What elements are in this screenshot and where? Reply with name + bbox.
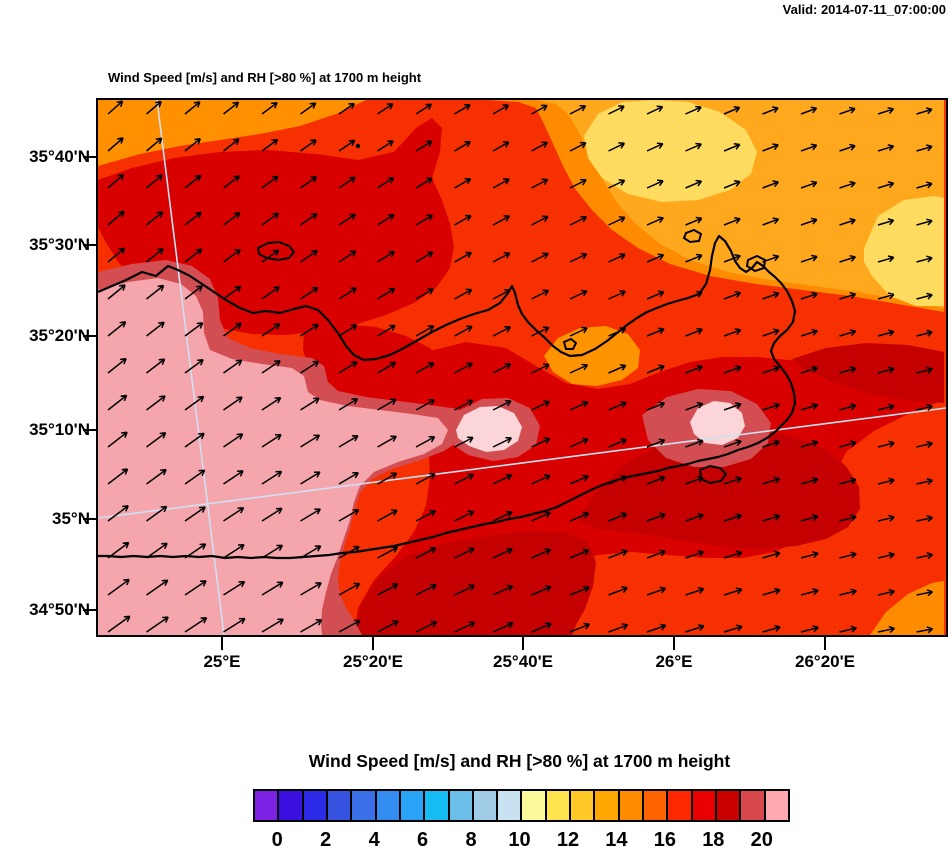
colorbar-cell: [471, 791, 497, 820]
colorbar-cell: [690, 791, 715, 820]
lon-tick-label: 25°E: [203, 652, 241, 671]
colorbar-cell: [374, 791, 399, 820]
contour-darkest-east-band: [792, 343, 944, 403]
contour-orange-top-left: [98, 100, 366, 166]
colorbar-cell: [277, 791, 302, 820]
colorbar-tick-label: 14: [605, 829, 628, 851]
colorbar-cell: [569, 791, 594, 820]
colorbar-tick-label: 6: [417, 829, 429, 851]
colorbar-cell: [325, 791, 351, 820]
lon-tick-label: 25°40'E: [493, 652, 553, 671]
colorbar-cell: [593, 791, 618, 820]
lat-tick-label: 35°10'N: [29, 420, 90, 439]
weather-map: [98, 100, 946, 635]
lat-tick: [83, 609, 97, 611]
colorbar-cell: [544, 791, 570, 820]
colorbar-cell: [642, 791, 667, 820]
colorbar-cell: [301, 791, 326, 820]
lon-tick-label: 26°E: [655, 652, 693, 671]
lat-tick: [83, 244, 97, 246]
lat-tick: [83, 518, 97, 520]
colorbar-cell: [255, 791, 278, 820]
coastline-northeast-islet-2: [745, 254, 767, 273]
contour-darkest-south: [356, 531, 596, 635]
colorbar-tick-label: 2: [320, 829, 332, 851]
map-frame: [96, 98, 948, 637]
colorbar-cell: [714, 791, 740, 820]
colorbar-tick-label: 18: [702, 829, 725, 851]
colorbar-cell: [763, 791, 788, 820]
valid-timestamp: Valid: 2014-07-11_07:00:00: [782, 2, 946, 17]
contour-yellow-patch-north: [584, 100, 757, 202]
coastline-mirabello-islet: [562, 337, 578, 350]
lat-tick: [83, 335, 97, 337]
colorbar-cell: [666, 791, 691, 820]
contour-lightpink-spot-east: [690, 401, 745, 445]
colorbar-title: Wind Speed [m/s] and RH [>80 %] at 1700 …: [308, 751, 731, 771]
coastline-northeast-islet-1: [682, 228, 703, 244]
lat-tick: [83, 156, 97, 158]
lat-tick-label: 35°20'N: [29, 326, 90, 345]
lon-tick-label: 25°20'E: [343, 652, 403, 671]
map-dot: [355, 143, 361, 149]
colorbar-tick-label: 8: [465, 829, 477, 851]
colorbar-tick-label: 4: [368, 829, 380, 851]
lon-tick: [522, 636, 524, 650]
colorbar-cell: [617, 791, 642, 820]
lon-tick: [824, 636, 826, 650]
contour-pink-region: [98, 278, 448, 635]
colorbar-cell: [739, 791, 764, 820]
colorbar-cell: [447, 791, 472, 820]
lon-tick: [673, 636, 675, 650]
colorbar-tick-label: 12: [556, 829, 580, 851]
graticule-meridian: [156, 100, 225, 635]
lat-tick-label: 34°50'N: [29, 600, 90, 619]
lon-tick: [221, 636, 223, 650]
graticule-parallel: [98, 407, 946, 519]
contour-darkest-southeast-blob: [578, 430, 860, 549]
colorbar-tick-label: 20: [750, 829, 773, 851]
lon-tick-label: 26°20'E: [795, 652, 855, 671]
lat-tick-label: 35°N: [52, 509, 90, 528]
lat-tick-label: 35°30'N: [29, 235, 90, 254]
plot-title: Wind Speed [m/s] and RH [>80 %] at 1700 …: [108, 70, 422, 85]
colorbar: [253, 789, 790, 822]
colorbar-cell: [423, 791, 448, 820]
lat-tick: [83, 429, 97, 431]
colorbar-cell: [496, 791, 521, 820]
wind-vectors: [107, 100, 934, 634]
colorbar-tick-label: 0: [271, 829, 283, 851]
crete-coastline: [98, 234, 797, 560]
colorbar-cell: [398, 791, 424, 820]
coastline-dia-island: [256, 240, 296, 262]
colorbar-tick-label: 10: [508, 829, 531, 851]
contour-orange-bottom-right: [870, 581, 944, 635]
lon-tick: [372, 636, 374, 650]
colorbar-tick-label: 16: [653, 829, 676, 851]
colorbar-cell: [520, 791, 545, 820]
colorbar-cell: [350, 791, 375, 820]
lat-tick-label: 35°40'N: [29, 147, 90, 166]
coastline-chrysi-islet: [698, 464, 728, 485]
